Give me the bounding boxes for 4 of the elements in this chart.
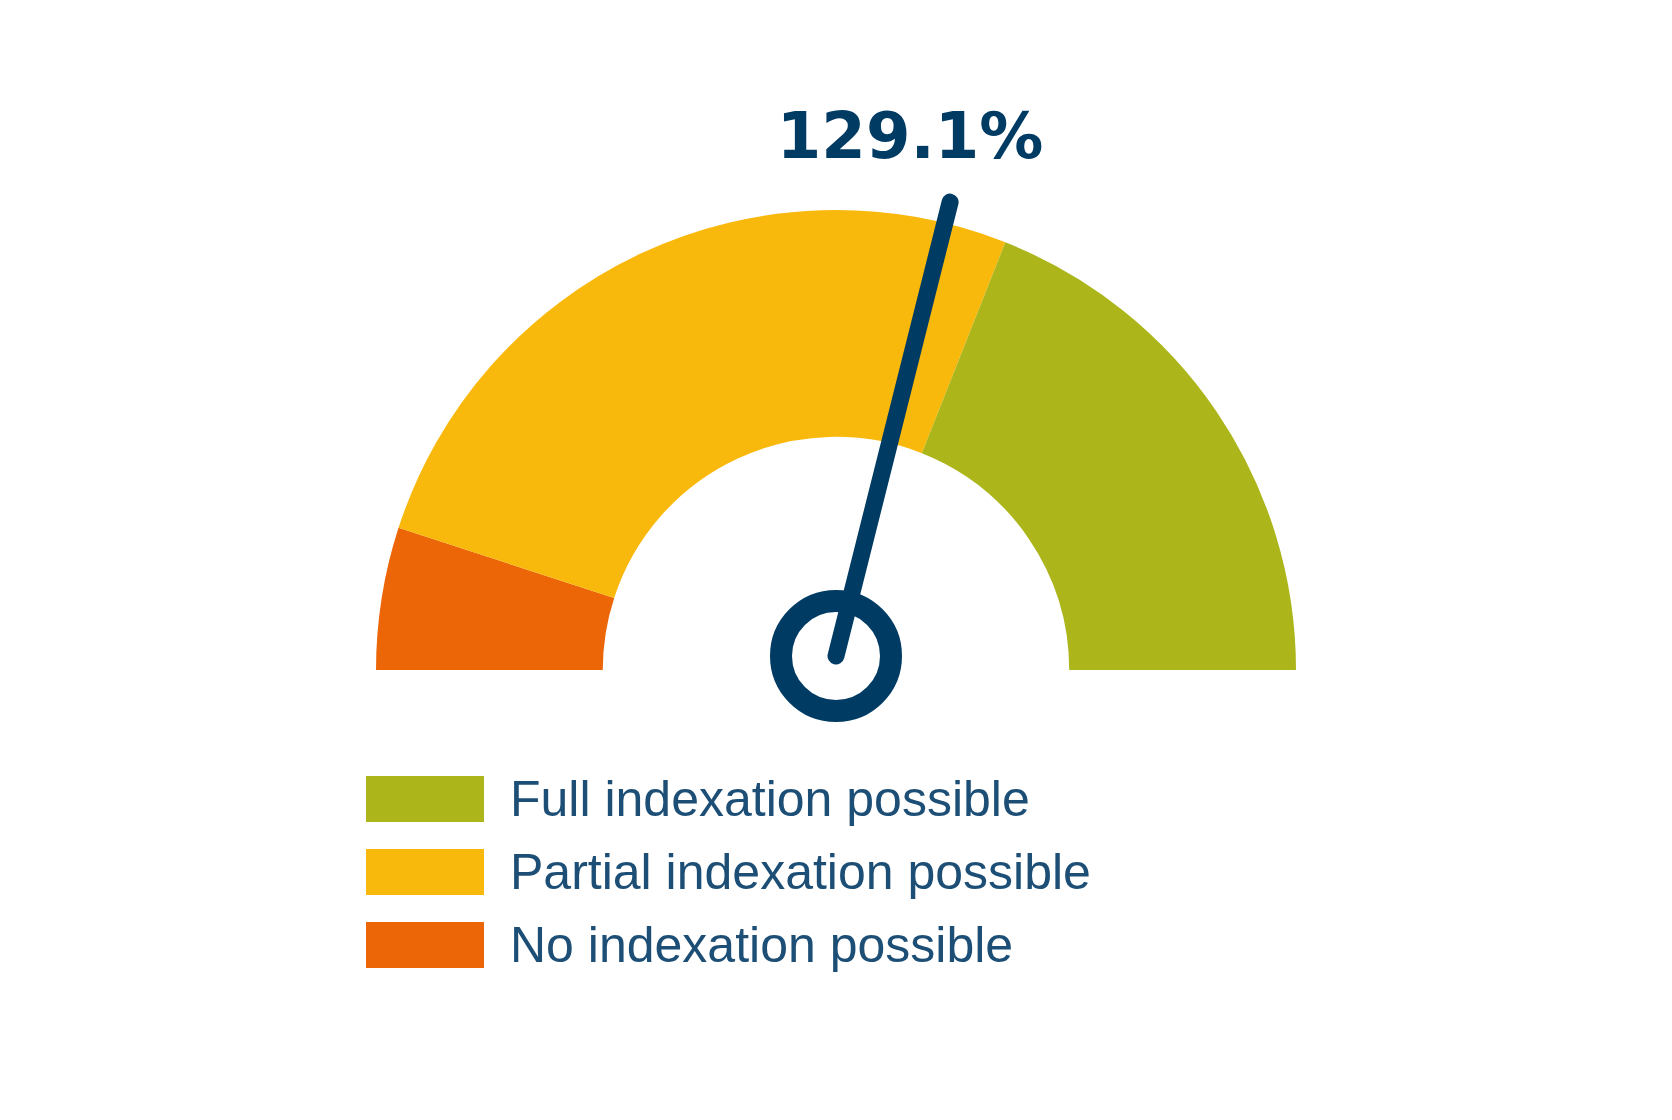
legend-label: Partial indexation possible — [510, 842, 1091, 901]
legend-label: Full indexation possible — [510, 769, 1030, 828]
text: 129.1% — [776, 99, 1044, 174]
legend-label: No indexation possible — [510, 915, 1014, 974]
